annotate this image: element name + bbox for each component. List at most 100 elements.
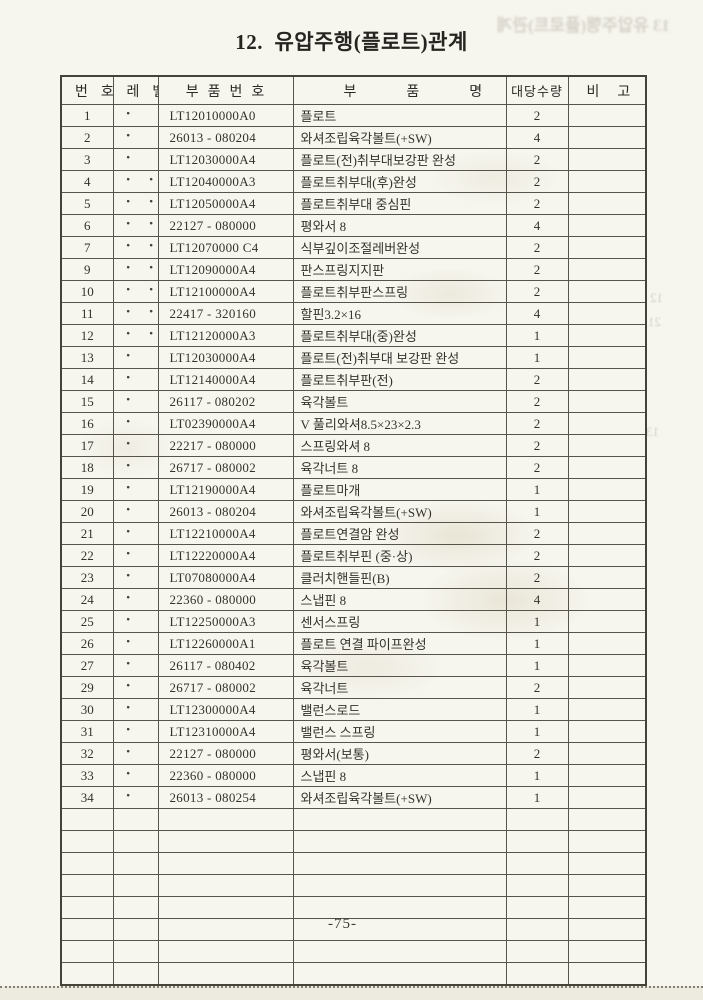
empty-row bbox=[60, 852, 647, 875]
part-name-cell: 플로트취부대(후)완성 bbox=[292, 170, 507, 193]
qty-cell: 2 bbox=[505, 742, 569, 765]
remark-cell bbox=[567, 500, 647, 523]
qty-cell: 1 bbox=[505, 346, 569, 369]
qty-cell: 1 bbox=[505, 478, 569, 501]
qty-cell: 2 bbox=[505, 456, 569, 479]
remark-cell bbox=[567, 148, 647, 171]
remark-cell bbox=[567, 786, 647, 809]
row-number-cell: 9 bbox=[60, 258, 114, 281]
row-number-cell: 17 bbox=[60, 434, 114, 457]
empty-row bbox=[60, 940, 647, 963]
part-number-cell: LT02390000A4 bbox=[157, 412, 294, 435]
empty-cell bbox=[157, 874, 294, 897]
qty-cell: 1 bbox=[505, 654, 569, 677]
level-dot: · bbox=[125, 589, 131, 607]
row-number-cell: 6 bbox=[60, 214, 114, 237]
empty-cell bbox=[567, 830, 647, 853]
level-dot: · bbox=[125, 413, 131, 431]
row-number-cell: 29 bbox=[60, 676, 114, 699]
level-dot: · bbox=[125, 193, 131, 211]
remark-cell bbox=[567, 214, 647, 237]
empty-cell bbox=[112, 940, 159, 963]
empty-cell bbox=[157, 852, 294, 875]
table-row: 32 · 22127 - 080000 평와서(보통) 2 bbox=[60, 742, 647, 765]
part-number-cell: 26013 - 080204 bbox=[157, 500, 294, 523]
part-number-cell: 26717 - 080002 bbox=[157, 676, 294, 699]
table-row: 29 · 26717 - 080002 육각너트 2 bbox=[60, 676, 647, 699]
row-number-cell: 25 bbox=[60, 610, 114, 633]
row-number-cell: 11 bbox=[60, 302, 114, 325]
row-number-cell: 14 bbox=[60, 368, 114, 391]
level-cell: · bbox=[112, 434, 159, 457]
table-row: 31 · LT12310000A4 밸런스 스프링 1 bbox=[60, 720, 647, 743]
empty-cell bbox=[505, 962, 569, 986]
remark-cell bbox=[567, 720, 647, 743]
level-cell: · bbox=[112, 742, 159, 765]
empty-cell bbox=[292, 830, 507, 853]
empty-cell bbox=[60, 874, 114, 897]
row-number-cell: 26 bbox=[60, 632, 114, 655]
part-number-cell: LT12010000A0 bbox=[157, 104, 294, 127]
row-number-cell: 21 bbox=[60, 522, 114, 545]
empty-row bbox=[60, 808, 647, 831]
remark-cell bbox=[567, 478, 647, 501]
level-dot: · bbox=[125, 457, 131, 475]
level-dot: · bbox=[125, 523, 131, 541]
part-name-cell: 플로트(전)취부대 보강판 완성 bbox=[292, 346, 507, 369]
row-number-cell: 5 bbox=[60, 192, 114, 215]
part-number-cell: LT12030000A4 bbox=[157, 148, 294, 171]
part-name-cell: 스냅핀 8 bbox=[292, 764, 507, 787]
empty-cell bbox=[157, 940, 294, 963]
qty-cell: 4 bbox=[505, 588, 569, 611]
column-header-name: 부품명 bbox=[292, 75, 507, 105]
qty-cell: 1 bbox=[505, 786, 569, 809]
level-dot: · bbox=[125, 347, 131, 365]
qty-cell: 2 bbox=[505, 104, 569, 127]
part-name-cell: 플로트취부대(중)완성 bbox=[292, 324, 507, 347]
remark-cell bbox=[567, 280, 647, 303]
level-cell: · bbox=[112, 632, 159, 655]
level-dot: · bbox=[125, 655, 131, 673]
column-header-no: 번호 bbox=[60, 75, 114, 105]
remark-cell bbox=[567, 588, 647, 611]
part-number-cell: LT12210000A4 bbox=[157, 522, 294, 545]
table-row: 1 · LT12010000A0 플로트 2 bbox=[60, 104, 647, 127]
remark-cell bbox=[567, 522, 647, 545]
header-row: 번호레벨부품번호부품명대당수량비고 bbox=[60, 75, 647, 105]
column-header-qty: 대당수량 bbox=[505, 75, 569, 105]
column-header-part_no: 부품번호 bbox=[157, 75, 294, 105]
remark-cell bbox=[567, 654, 647, 677]
table-row: 13 · LT12030000A4 플로트(전)취부대 보강판 완성 1 bbox=[60, 346, 647, 369]
part-number-cell: 26717 - 080002 bbox=[157, 456, 294, 479]
part-number-cell: 22360 - 080000 bbox=[157, 764, 294, 787]
level-dot: · bbox=[125, 743, 131, 761]
empty-cell bbox=[157, 962, 294, 986]
remark-cell bbox=[567, 456, 647, 479]
part-name-cell: 플로트취부핀 (중·상) bbox=[292, 544, 507, 567]
level-dot: · bbox=[148, 259, 154, 277]
part-number-cell: LT12030000A4 bbox=[157, 346, 294, 369]
part-name-cell: 플로트 bbox=[292, 104, 507, 127]
remark-cell bbox=[567, 126, 647, 149]
part-name-cell: 식부깊이조절레버완성 bbox=[292, 236, 507, 259]
empty-cell bbox=[567, 808, 647, 831]
qty-cell: 2 bbox=[505, 390, 569, 413]
qty-cell: 2 bbox=[505, 676, 569, 699]
part-name-cell: 스프링와셔 8 bbox=[292, 434, 507, 457]
level-dot: · bbox=[125, 325, 131, 343]
part-name-cell: 평와서(보통) bbox=[292, 742, 507, 765]
level-cell: · bbox=[112, 104, 159, 127]
remark-cell bbox=[567, 566, 647, 589]
part-number-cell: LT12140000A4 bbox=[157, 368, 294, 391]
part-number-cell: 22360 - 080000 bbox=[157, 588, 294, 611]
level-dot: · bbox=[148, 215, 154, 233]
qty-cell: 1 bbox=[505, 698, 569, 721]
part-number-cell: LT12050000A4 bbox=[157, 192, 294, 215]
level-cell: · · bbox=[112, 170, 159, 193]
level-cell: · bbox=[112, 148, 159, 171]
row-number-cell: 31 bbox=[60, 720, 114, 743]
row-number-cell: 13 bbox=[60, 346, 114, 369]
qty-cell: 1 bbox=[505, 610, 569, 633]
qty-cell: 1 bbox=[505, 764, 569, 787]
